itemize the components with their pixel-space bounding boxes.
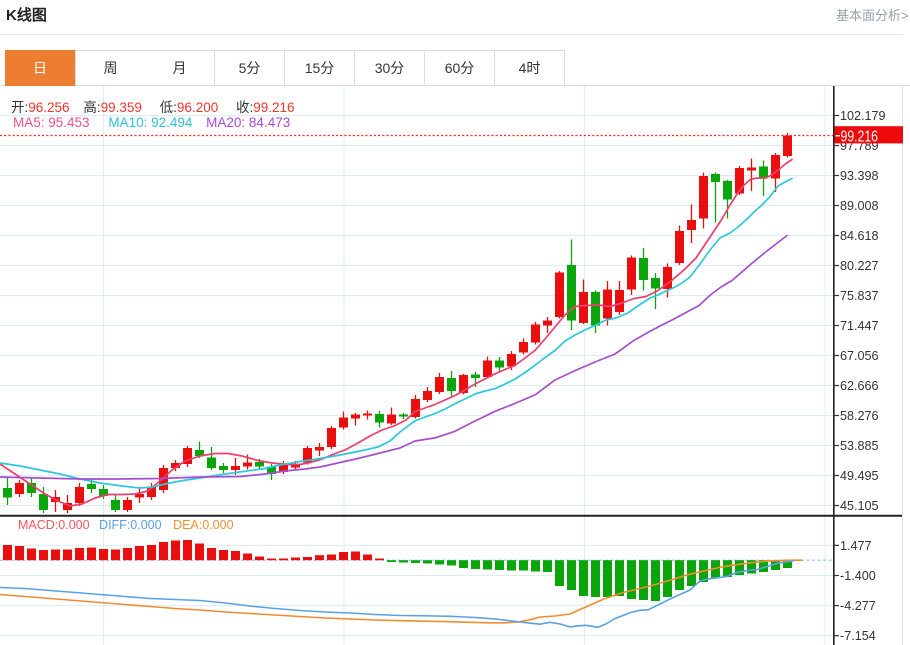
svg-text:49.495: 49.495 <box>840 469 879 483</box>
svg-text:-7.154: -7.154 <box>840 629 876 643</box>
svg-text:89.008: 89.008 <box>840 199 879 213</box>
svg-text:-4.277: -4.277 <box>840 599 876 613</box>
svg-text:71.447: 71.447 <box>840 319 879 333</box>
svg-text:102.179: 102.179 <box>840 109 886 123</box>
svg-text:80.227: 80.227 <box>840 259 879 273</box>
svg-text:62.666: 62.666 <box>840 379 879 393</box>
svg-text:1.477: 1.477 <box>840 539 872 553</box>
svg-text:67.056: 67.056 <box>840 349 879 363</box>
svg-text:84.618: 84.618 <box>840 229 879 243</box>
svg-text:75.837: 75.837 <box>840 289 879 303</box>
svg-text:58.276: 58.276 <box>840 409 879 423</box>
svg-text:-1.400: -1.400 <box>840 569 876 583</box>
svg-text:99.216: 99.216 <box>841 128 879 145</box>
svg-text:53.885: 53.885 <box>840 439 879 453</box>
svg-text:93.398: 93.398 <box>840 169 879 183</box>
svg-text:45.105: 45.105 <box>840 499 879 513</box>
